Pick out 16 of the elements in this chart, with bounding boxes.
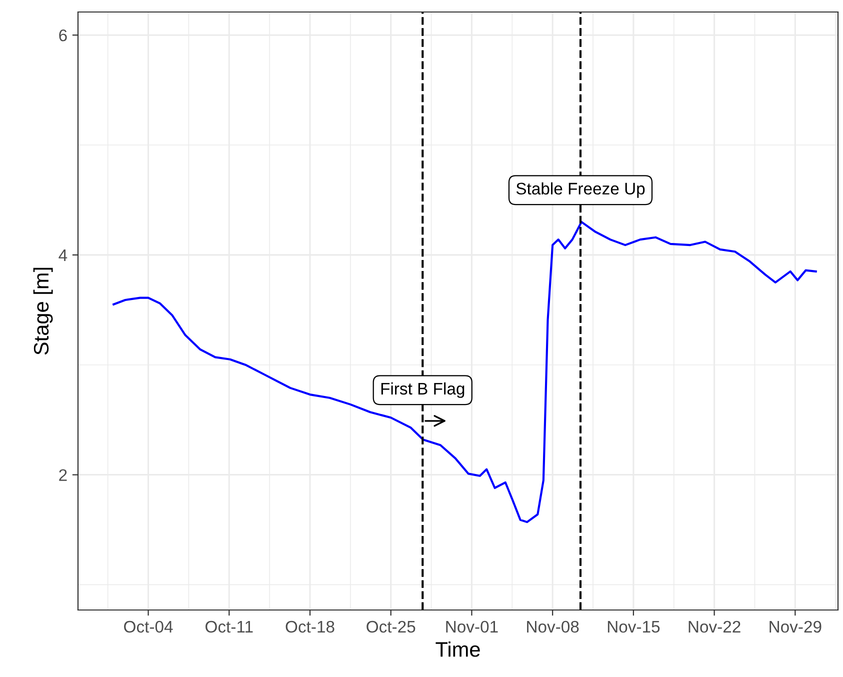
y-tick-label: 4 — [58, 250, 68, 261]
y-tick-label: 2 — [59, 469, 67, 481]
annotation: Stable Freeze Up — [516, 182, 645, 198]
x-tick-label: Oct-25 — [366, 620, 416, 633]
x-axis-title: Time — [436, 642, 480, 657]
y-tick-label: 6 — [59, 29, 67, 42]
x-tick-label: Oct-04 — [124, 620, 173, 633]
y-axis-title: Stage [m] — [33, 268, 53, 355]
x-tick-label: Nov-01 — [446, 620, 498, 633]
x-tick-label: Oct-11 — [206, 620, 253, 633]
x-tick-label: Nov-08 — [527, 620, 579, 633]
x-tick-label: Nov-29 — [770, 620, 822, 633]
x-tick-label: Nov-22 — [688, 620, 740, 633]
annotation: First B Flag — [381, 382, 464, 398]
x-tick-label: Nov-15 — [608, 621, 660, 633]
x-tick-label: Oct-18 — [286, 620, 334, 633]
